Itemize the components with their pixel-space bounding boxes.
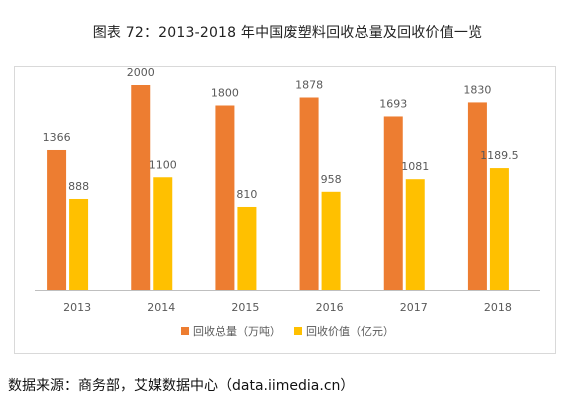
- x-tick-label-2013: 2013: [63, 301, 91, 314]
- bar-value-2014: [153, 177, 173, 290]
- data-label-value-2015: 810: [236, 188, 257, 201]
- bar-volume-2015: [215, 105, 235, 290]
- data-label-volume-2015: 1800: [211, 87, 239, 100]
- bar-volume-2014: [131, 85, 151, 290]
- data-label-volume-2014: 2000: [127, 66, 155, 79]
- data-label-volume-2018: 1830: [463, 83, 491, 96]
- data-label-volume-2016: 1878: [295, 79, 323, 92]
- x-tick-label-2015: 2015: [231, 301, 259, 314]
- bar-value-2013: [69, 198, 89, 290]
- legend-swatch-volume: [181, 327, 189, 335]
- bar-value-2017: [405, 179, 425, 290]
- data-label-value-2017: 1081: [401, 160, 429, 173]
- chart-title: 图表 72：2013-2018 年中国废塑料回收总量及回收价值一览: [92, 25, 483, 41]
- chart-frame: [14, 66, 556, 354]
- bar-volume-2013: [47, 149, 67, 290]
- data-label-value-2013: 888: [68, 180, 89, 193]
- bar-value-2018: [489, 168, 509, 290]
- x-tick-label-2018: 2018: [484, 301, 512, 314]
- bar-chart: 1366 888 2013 2000 1100 2014 1800 810 2015 1878 95…: [35, 66, 540, 338]
- bar-value-2016: [321, 191, 341, 290]
- legend-label-volume: 回收总量（万吨）: [193, 324, 281, 338]
- x-tick-label-2016: 2016: [316, 301, 344, 314]
- bar-value-2015: [237, 206, 257, 290]
- bar-volume-2018: [467, 102, 487, 290]
- x-tick-label-2017: 2017: [400, 301, 428, 314]
- data-label-volume-2013: 1366: [43, 131, 71, 144]
- data-label-volume-2017: 1693: [379, 97, 407, 110]
- bar-volume-2017: [383, 116, 403, 290]
- data-label-value-2014: 1100: [149, 158, 177, 171]
- legend-label-value: 回收价值（亿元）: [306, 324, 394, 338]
- data-label-value-2016: 958: [321, 173, 342, 186]
- source-note: 数据来源：商务部，艾媒数据中心（data.iimedia.cn）: [8, 378, 355, 394]
- x-tick-label-2014: 2014: [147, 301, 175, 314]
- data-label-value-2018: 1189.5: [480, 149, 519, 162]
- bar-volume-2016: [299, 97, 319, 290]
- legend-swatch-value: [294, 327, 302, 335]
